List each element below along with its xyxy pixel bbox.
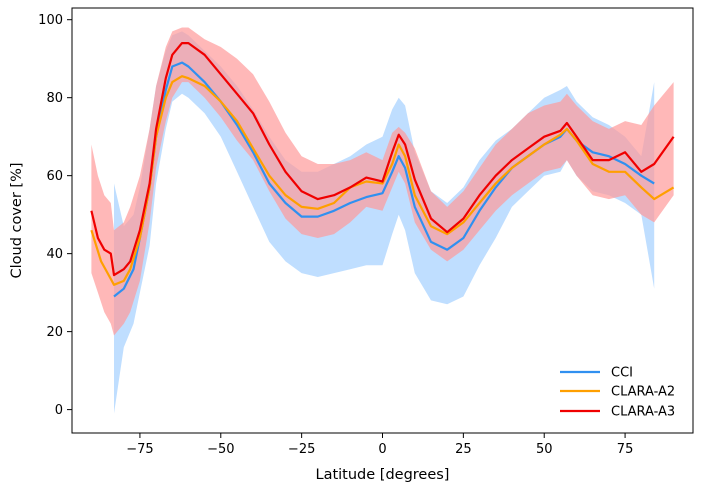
band-cci xyxy=(114,31,655,414)
series-lines xyxy=(90,42,675,298)
y-tick-label: 0 xyxy=(55,403,63,418)
y-tick-label: 40 xyxy=(46,247,63,262)
x-tick-label: −50 xyxy=(207,442,234,457)
line-cci xyxy=(113,61,655,298)
x-tick-label: 25 xyxy=(455,442,472,457)
y-axis-label: Cloud cover [%] xyxy=(9,162,25,278)
y-tick-label: 100 xyxy=(38,13,63,28)
uncertainty-bands xyxy=(91,27,674,414)
y-tick-label: 20 xyxy=(46,325,63,340)
x-tick-label: −75 xyxy=(126,442,153,457)
x-tick-label: 0 xyxy=(378,442,386,457)
x-tick-label: 75 xyxy=(617,442,634,457)
x-axis-ticks: −75 −50 −25 0 25 50 75 xyxy=(126,433,633,457)
y-axis-ticks: 0 20 40 60 80 100 xyxy=(38,13,72,418)
line-clara-a3 xyxy=(90,42,675,277)
legend: CCI CLARA-A2 CLARA-A3 xyxy=(560,366,675,420)
x-tick-label: −25 xyxy=(288,442,315,457)
x-axis-label: Latitude [degrees] xyxy=(316,467,450,483)
x-tick-label: 50 xyxy=(536,442,553,457)
legend-label-clara-a2: CLARA-A2 xyxy=(611,385,675,400)
legend-label-cci: CCI xyxy=(611,366,633,381)
y-tick-label: 80 xyxy=(46,91,63,106)
legend-label-clara-a3: CLARA-A3 xyxy=(611,405,675,420)
y-tick-label: 60 xyxy=(46,169,63,184)
